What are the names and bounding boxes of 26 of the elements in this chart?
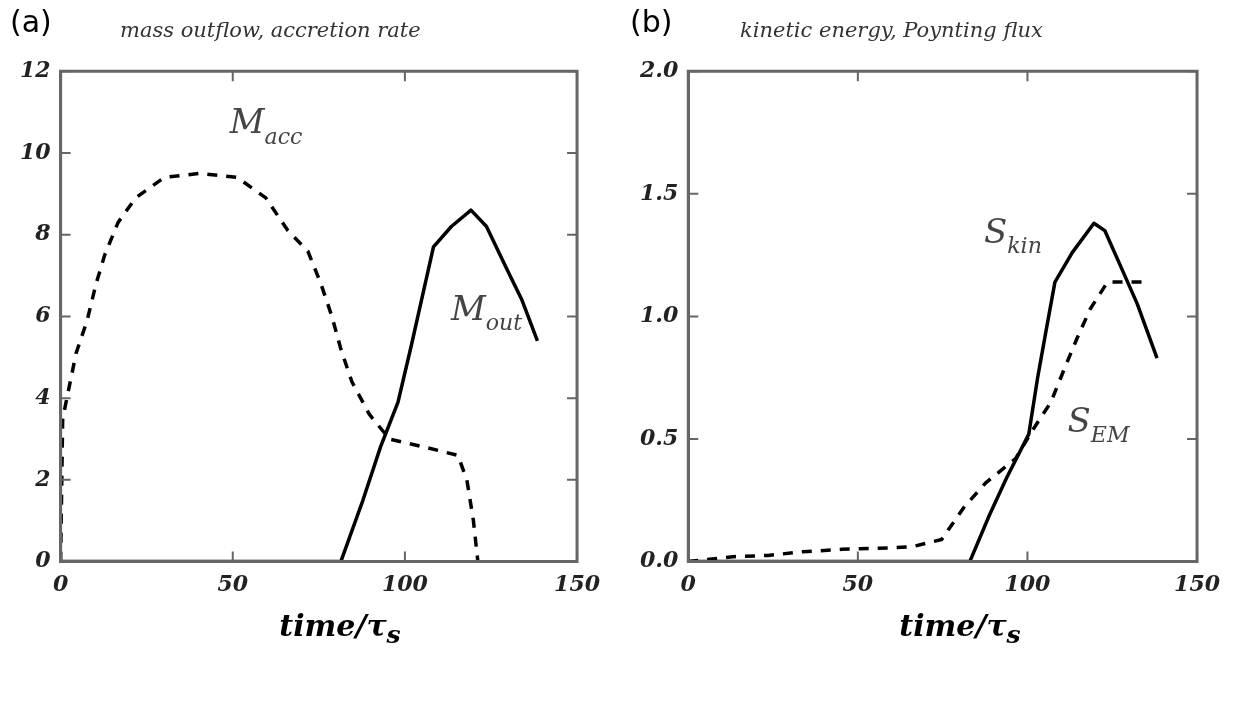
x-tick-label: 50	[842, 569, 874, 596]
x-tick-label: 0	[680, 569, 697, 596]
y-tick-label: 0	[35, 546, 52, 573]
x-tick-label: 150	[554, 569, 601, 596]
y-tick-label: 10	[19, 137, 52, 164]
x-tick-label: 100	[381, 569, 429, 596]
y-tick-label: 2.0	[638, 55, 679, 82]
x-axis-title: time/τ$_{s}$	[278, 608, 402, 649]
chart-title: mass outflow, accretion rate	[120, 18, 421, 42]
x-tick-label: 0	[52, 569, 69, 596]
x-tick-label: 50	[217, 569, 249, 596]
y-tick-label: 6	[35, 301, 51, 328]
y-tick-label: 0.5	[639, 423, 679, 450]
chart-title: kinetic energy, Poynting flux	[740, 18, 1043, 42]
y-tick-label: 12	[19, 55, 51, 82]
x-tick-label: 150	[1174, 569, 1221, 596]
y-tick-label: 4	[35, 382, 51, 409]
x-axis-title: time/τ$_{s}$	[898, 608, 1022, 649]
text: (b)	[630, 4, 673, 39]
text: (a)	[10, 4, 52, 39]
y-tick-label: 1.5	[639, 178, 679, 205]
y-tick-label: 8	[34, 219, 51, 246]
y-tick-label: 0.0	[639, 546, 679, 573]
y-tick-label: 2	[34, 464, 51, 491]
x-tick-label: 100	[1004, 569, 1052, 596]
y-tick-label: 1.0	[639, 301, 679, 328]
